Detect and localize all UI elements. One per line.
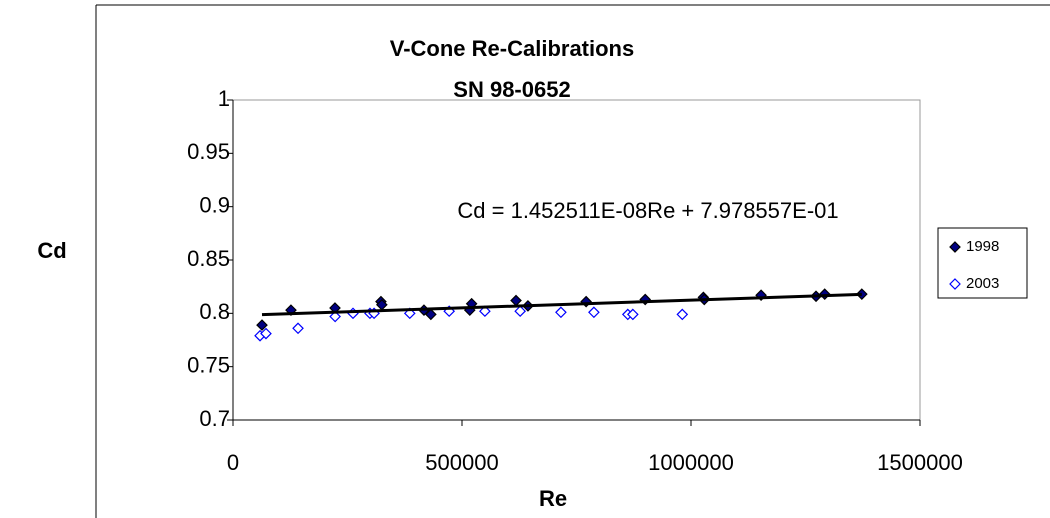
- y-tick-label: 0.8: [199, 299, 230, 324]
- legend-label: 1998: [966, 238, 999, 255]
- y-tick-label: 0.85: [187, 246, 230, 271]
- point: [626, 308, 639, 321]
- x-tick-label: 0: [227, 450, 239, 475]
- point: [347, 307, 359, 320]
- point: [639, 293, 652, 306]
- point: [510, 294, 522, 307]
- point: [479, 305, 491, 318]
- chart-title: V-Cone Re-Calibrations: [390, 36, 634, 61]
- y-tick-label: 0.7: [199, 406, 230, 431]
- trendline: [261, 292, 862, 317]
- x-axis-label: Re: [539, 486, 567, 511]
- point: [260, 327, 272, 340]
- x-tick-label: 1500000: [877, 450, 963, 475]
- point: [555, 306, 567, 319]
- point: [329, 310, 341, 323]
- legend-marker: [949, 278, 961, 290]
- point: [256, 319, 268, 331]
- point: [588, 306, 600, 319]
- point: [292, 322, 304, 335]
- legend-label: 2003: [966, 275, 999, 292]
- x-tick-label: 500000: [425, 450, 498, 475]
- trendline-equation: Cd = 1.452511E-08Re + 7.978557E-01: [457, 198, 838, 223]
- y-tick-label: 1: [218, 86, 230, 111]
- point: [676, 308, 689, 321]
- point: [514, 305, 527, 318]
- legend-marker: [949, 241, 961, 253]
- y-tick-label: 0.95: [187, 139, 230, 164]
- plot-area: [232, 99, 921, 421]
- legend-box: [937, 227, 1028, 299]
- point: [403, 307, 416, 320]
- y-tick-label: 0.9: [199, 192, 230, 217]
- chart-subtitle: SN 98-0652: [453, 77, 570, 102]
- point: [855, 288, 868, 300]
- y-tick-label: 0.75: [187, 352, 230, 377]
- point: [425, 308, 437, 321]
- y-axis-label: Cd: [37, 238, 66, 263]
- x-tick-label: 1000000: [648, 450, 734, 475]
